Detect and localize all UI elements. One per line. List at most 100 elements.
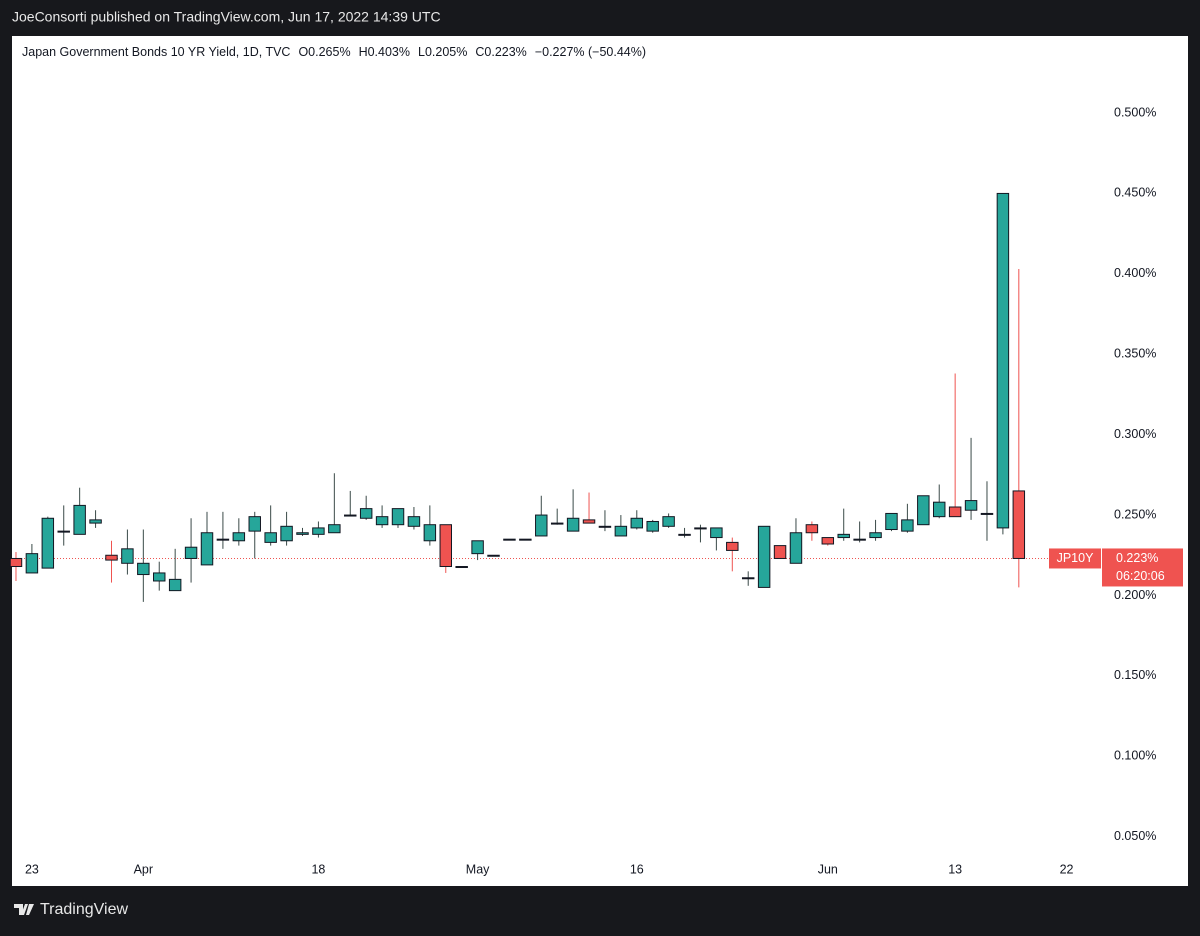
candle-body (566, 517, 580, 532)
candle-body (296, 532, 309, 535)
y-tick-label: 0.250% (1114, 507, 1156, 521)
candle-body (948, 506, 962, 518)
candle-body (773, 545, 787, 559)
legend-item: C0.223% (475, 45, 526, 59)
legend-item: −0.227% (−50.44%) (535, 45, 646, 59)
symbol-label: JP10Y (1057, 551, 1094, 565)
candle-body (1012, 490, 1026, 559)
x-tick-label: 23 (25, 862, 39, 876)
y-tick-label: 0.300% (1114, 427, 1156, 441)
candle-body (741, 577, 755, 580)
candle-body (837, 533, 850, 539)
candle-body (550, 522, 564, 525)
candle-body (662, 516, 675, 527)
candle-body (885, 512, 898, 531)
candle-body (535, 514, 548, 537)
countdown-label: 06:20:06 (1116, 569, 1165, 583)
candle-body (121, 548, 134, 564)
x-tick-label: Apr (134, 862, 153, 876)
legend-item: L0.205% (418, 45, 467, 59)
candle-body (312, 527, 325, 535)
price-label-bg (1102, 548, 1183, 587)
candle-body (455, 566, 468, 569)
candle-body (328, 524, 341, 534)
candle-body (980, 512, 994, 515)
y-tick-label: 0.150% (1114, 668, 1156, 682)
candle-body (391, 508, 405, 526)
candle-body (694, 527, 707, 530)
candle-body (582, 519, 596, 524)
y-tick-label: 0.200% (1114, 588, 1156, 602)
candle-body (200, 532, 214, 566)
candle-body (264, 532, 277, 543)
y-tick-label: 0.100% (1114, 749, 1156, 763)
candle-body (25, 553, 39, 574)
x-tick-label: 18 (311, 862, 325, 876)
footer: TradingView (14, 901, 128, 918)
candle-body (678, 533, 691, 536)
candle-body (805, 524, 819, 534)
candle-body (932, 501, 946, 518)
x-tick-label: Jun (818, 862, 838, 876)
candle-body (996, 192, 1010, 529)
candle-body (375, 516, 389, 526)
y-tick-label: 0.400% (1114, 266, 1156, 280)
x-tick-label: 16 (630, 862, 644, 876)
candle-body (73, 504, 86, 535)
candle-body (598, 525, 612, 528)
candle-body (789, 532, 803, 564)
x-tick-label: 13 (948, 862, 962, 876)
candle-body (853, 538, 866, 541)
candle-body (901, 519, 914, 532)
candle-body (471, 540, 484, 555)
candle-body (503, 538, 516, 541)
candle-body (423, 524, 437, 542)
candle-body (9, 557, 23, 568)
candle-body (57, 530, 70, 533)
candle-body (137, 562, 150, 576)
y-tick-label: 0.450% (1114, 186, 1156, 200)
candle-body (964, 500, 978, 511)
price-label: 0.223% (1116, 551, 1158, 565)
x-tick-label: 22 (1060, 862, 1074, 876)
candle-body (407, 516, 421, 527)
y-tick-label: 0.050% (1114, 829, 1156, 843)
candle-body (487, 554, 500, 557)
candle-body (917, 495, 930, 526)
brand-name: TradingView (40, 901, 128, 918)
candle-body (821, 537, 835, 545)
candle-body (614, 525, 628, 537)
candle-body (344, 514, 357, 517)
symbol-label-bg (1049, 548, 1101, 569)
candle-body (41, 517, 55, 569)
candle-body (168, 578, 182, 592)
candle-body (184, 546, 198, 559)
candle-body (869, 532, 882, 539)
candle-body (726, 541, 739, 551)
y-tick-label: 0.500% (1114, 105, 1156, 119)
candle-body (153, 572, 166, 582)
candle-body (630, 517, 644, 529)
symbol-title: Japan Government Bonds 10 YR Yield, 1D, … (22, 45, 290, 59)
chart-title: Japan Government Bonds 10 YR Yield, 1D, … (22, 45, 646, 59)
candle-body (519, 538, 532, 541)
publisher-line: JoeConsorti published on TradingView.com… (12, 9, 441, 25)
candle-body (89, 519, 102, 524)
candle-body (232, 532, 246, 542)
candle-body (216, 538, 230, 541)
legend-item: O0.265% (298, 45, 350, 59)
candle-body (359, 508, 373, 519)
chart-area (12, 36, 1188, 886)
candle-body (248, 516, 261, 532)
candle-body (105, 554, 118, 561)
candle-body (439, 524, 452, 568)
candle-body (280, 525, 293, 542)
candle-body (757, 525, 771, 588)
candle-body (710, 527, 723, 539)
y-tick-label: 0.350% (1114, 347, 1156, 361)
x-tick-label: May (466, 862, 490, 876)
candle-body (646, 520, 659, 532)
legend-item: H0.403% (359, 45, 410, 59)
